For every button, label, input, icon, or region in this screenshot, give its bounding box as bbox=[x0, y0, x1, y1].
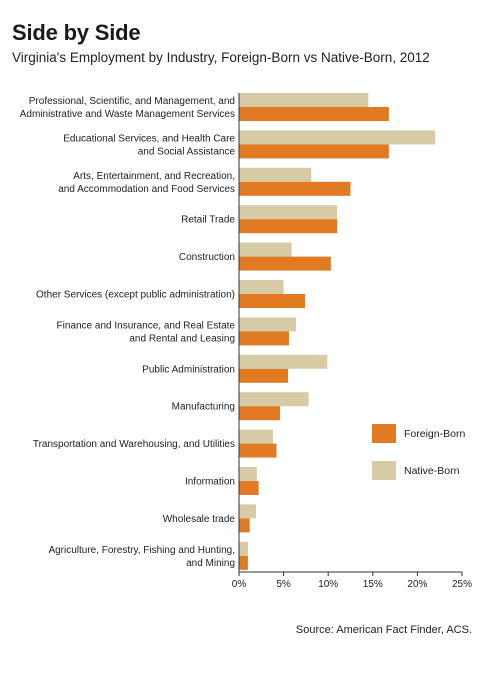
bar-foreign-born bbox=[239, 331, 289, 346]
bar-native-born bbox=[239, 167, 312, 182]
bar-native-born bbox=[239, 392, 309, 407]
category-label: Educational Services, and Health Care bbox=[63, 133, 235, 144]
bar-foreign-born bbox=[239, 368, 289, 383]
bar-native-born bbox=[239, 317, 297, 332]
category-label: Wholesale trade bbox=[163, 514, 236, 525]
bar-foreign-born bbox=[239, 181, 351, 196]
bar-native-born bbox=[239, 205, 338, 220]
bar-foreign-born bbox=[239, 219, 338, 234]
category-label: and Accommodation and Food Services bbox=[58, 184, 235, 195]
category-label: Professional, Scientific, and Management… bbox=[29, 96, 235, 107]
category-label: Arts, Entertainment, and Recreation, bbox=[73, 171, 235, 182]
bar-foreign-born bbox=[239, 107, 389, 121]
bar-foreign-born bbox=[239, 443, 277, 458]
x-tick-label: 5% bbox=[276, 579, 291, 590]
x-tick-label: 25% bbox=[452, 579, 472, 590]
category-label: and Mining bbox=[186, 558, 235, 569]
bar-native-born bbox=[239, 280, 284, 294]
legend-swatch bbox=[372, 424, 396, 443]
category-label: Manufacturing bbox=[172, 402, 235, 413]
category-label: Finance and Insurance, and Real Estate bbox=[57, 320, 236, 331]
legend-label: Foreign-Born bbox=[404, 428, 465, 440]
category-label: Retail Trade bbox=[181, 215, 235, 226]
category-label: Information bbox=[185, 477, 235, 488]
source-note: Source: American Fact Finder, ACS. bbox=[295, 624, 472, 636]
bar-foreign-born bbox=[239, 481, 259, 495]
category-label: Public Administration bbox=[142, 364, 235, 375]
legend-label: Native-Born bbox=[404, 465, 460, 477]
x-tick-label: 15% bbox=[363, 579, 383, 590]
bar-native-born bbox=[239, 467, 257, 481]
chart-title: Side by Side bbox=[12, 20, 141, 45]
bar-foreign-born bbox=[239, 406, 281, 421]
legend-swatch bbox=[372, 461, 396, 480]
category-label: Construction bbox=[179, 252, 235, 263]
bar-native-born bbox=[239, 354, 328, 369]
bar-foreign-born bbox=[239, 294, 306, 308]
bar-native-born bbox=[239, 504, 256, 519]
x-tick-label: 20% bbox=[407, 579, 427, 590]
bar-foreign-born bbox=[239, 518, 250, 533]
x-tick-label: 0% bbox=[232, 579, 247, 590]
chart-subtitle: Virginia's Employment by Industry, Forei… bbox=[12, 50, 430, 65]
category-label: Agriculture, Forestry, Fishing and Hunti… bbox=[48, 545, 235, 556]
bar-native-born bbox=[239, 242, 292, 257]
bar-foreign-born bbox=[239, 555, 248, 570]
category-label: and Social Assistance bbox=[138, 146, 236, 157]
bar-native-born bbox=[239, 130, 436, 145]
bar-native-born bbox=[239, 541, 248, 556]
bar-native-born bbox=[239, 93, 369, 107]
category-label: Administrative and Waste Management Serv… bbox=[20, 109, 235, 120]
category-label: Transportation and Warehousing, and Util… bbox=[33, 439, 235, 450]
bar-native-born bbox=[239, 429, 273, 444]
bar-foreign-born bbox=[239, 144, 389, 159]
x-tick-label: 10% bbox=[318, 579, 338, 590]
category-label: and Rental and Leasing bbox=[129, 333, 235, 344]
category-label: Other Services (except public administra… bbox=[36, 290, 235, 301]
bar-foreign-born bbox=[239, 256, 331, 271]
